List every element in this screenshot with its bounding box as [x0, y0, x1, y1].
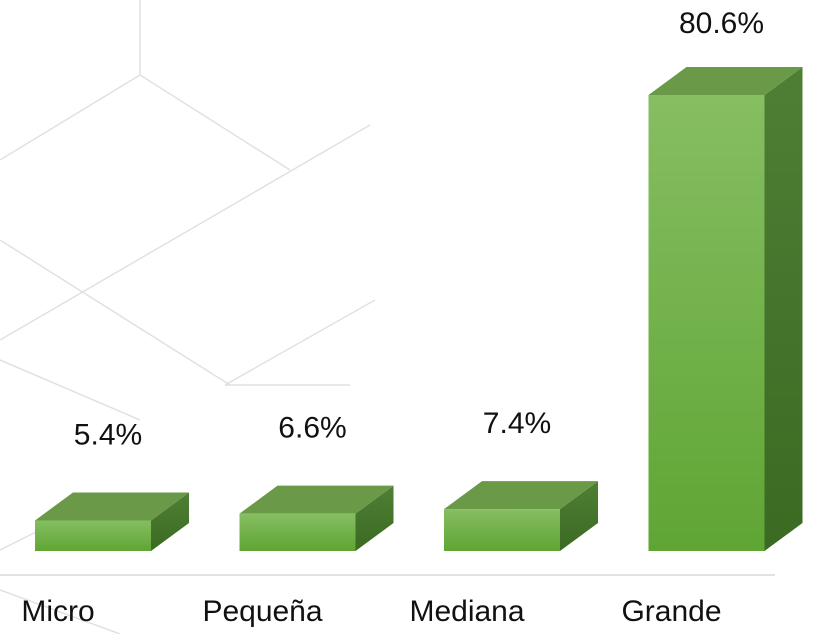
bar-top [648, 67, 803, 95]
data-label: 80.6% [679, 7, 764, 40]
bar [239, 513, 356, 551]
x-tick-label: Mediana [409, 595, 524, 628]
bar-side [764, 67, 803, 551]
bar-side [151, 492, 189, 551]
x-tick-label: Micro [21, 595, 94, 628]
bar-top [239, 485, 394, 514]
bar-top [35, 492, 189, 521]
data-label: 7.4% [483, 407, 551, 440]
bar [444, 509, 560, 551]
x-tick-label: Grande [621, 595, 721, 628]
bar [648, 95, 765, 551]
bar-side [560, 481, 598, 551]
x-tick-label: Pequeña [202, 595, 322, 628]
bar-side [355, 485, 394, 551]
data-label: 5.4% [74, 418, 142, 451]
background-decoration [0, 0, 376, 634]
bar-top [444, 481, 598, 510]
data-label: 6.6% [278, 412, 346, 445]
bar [35, 520, 151, 551]
